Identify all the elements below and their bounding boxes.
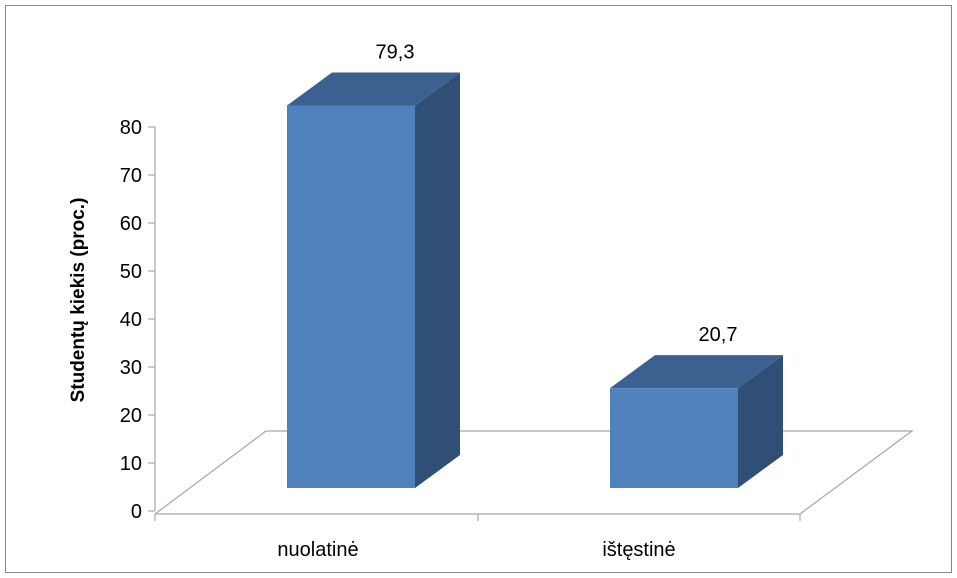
bar-front xyxy=(287,105,415,489)
x-category-label: nuolatinė xyxy=(277,539,358,561)
chart-floor xyxy=(154,430,914,521)
y-tick-label: 10 xyxy=(120,453,142,475)
y-tick-label: 70 xyxy=(120,165,142,187)
y-axis: 0 10 20 30 40 50 60 70 80 xyxy=(120,117,156,523)
y-tick-label: 30 xyxy=(120,357,142,379)
bar-1 xyxy=(287,72,460,489)
floor-outline xyxy=(154,430,914,515)
y-tick-label: 50 xyxy=(120,261,142,283)
y-tick-label: 0 xyxy=(131,501,142,523)
bar-2 xyxy=(610,355,783,488)
y-tick-label: 60 xyxy=(120,213,142,235)
data-label: 79,3 xyxy=(376,41,415,63)
bar-top xyxy=(610,355,783,389)
y-axis-title: Studentų kiekis (proc.) xyxy=(68,198,89,403)
bar-top xyxy=(287,72,460,106)
bar-side xyxy=(415,72,460,489)
y-tick-label: 80 xyxy=(120,117,142,139)
x-category-label: ištęstinė xyxy=(602,539,675,561)
bar-side xyxy=(738,355,783,488)
y-tick-label: 40 xyxy=(120,309,142,331)
bars xyxy=(287,72,783,489)
data-label: 20,7 xyxy=(699,324,738,346)
chart-frame xyxy=(5,5,952,573)
labels: 79,3 nuolatinė 20,7 ištęstinė xyxy=(277,41,737,561)
y-tick-label: 20 xyxy=(120,405,142,427)
bar-front xyxy=(610,388,738,488)
